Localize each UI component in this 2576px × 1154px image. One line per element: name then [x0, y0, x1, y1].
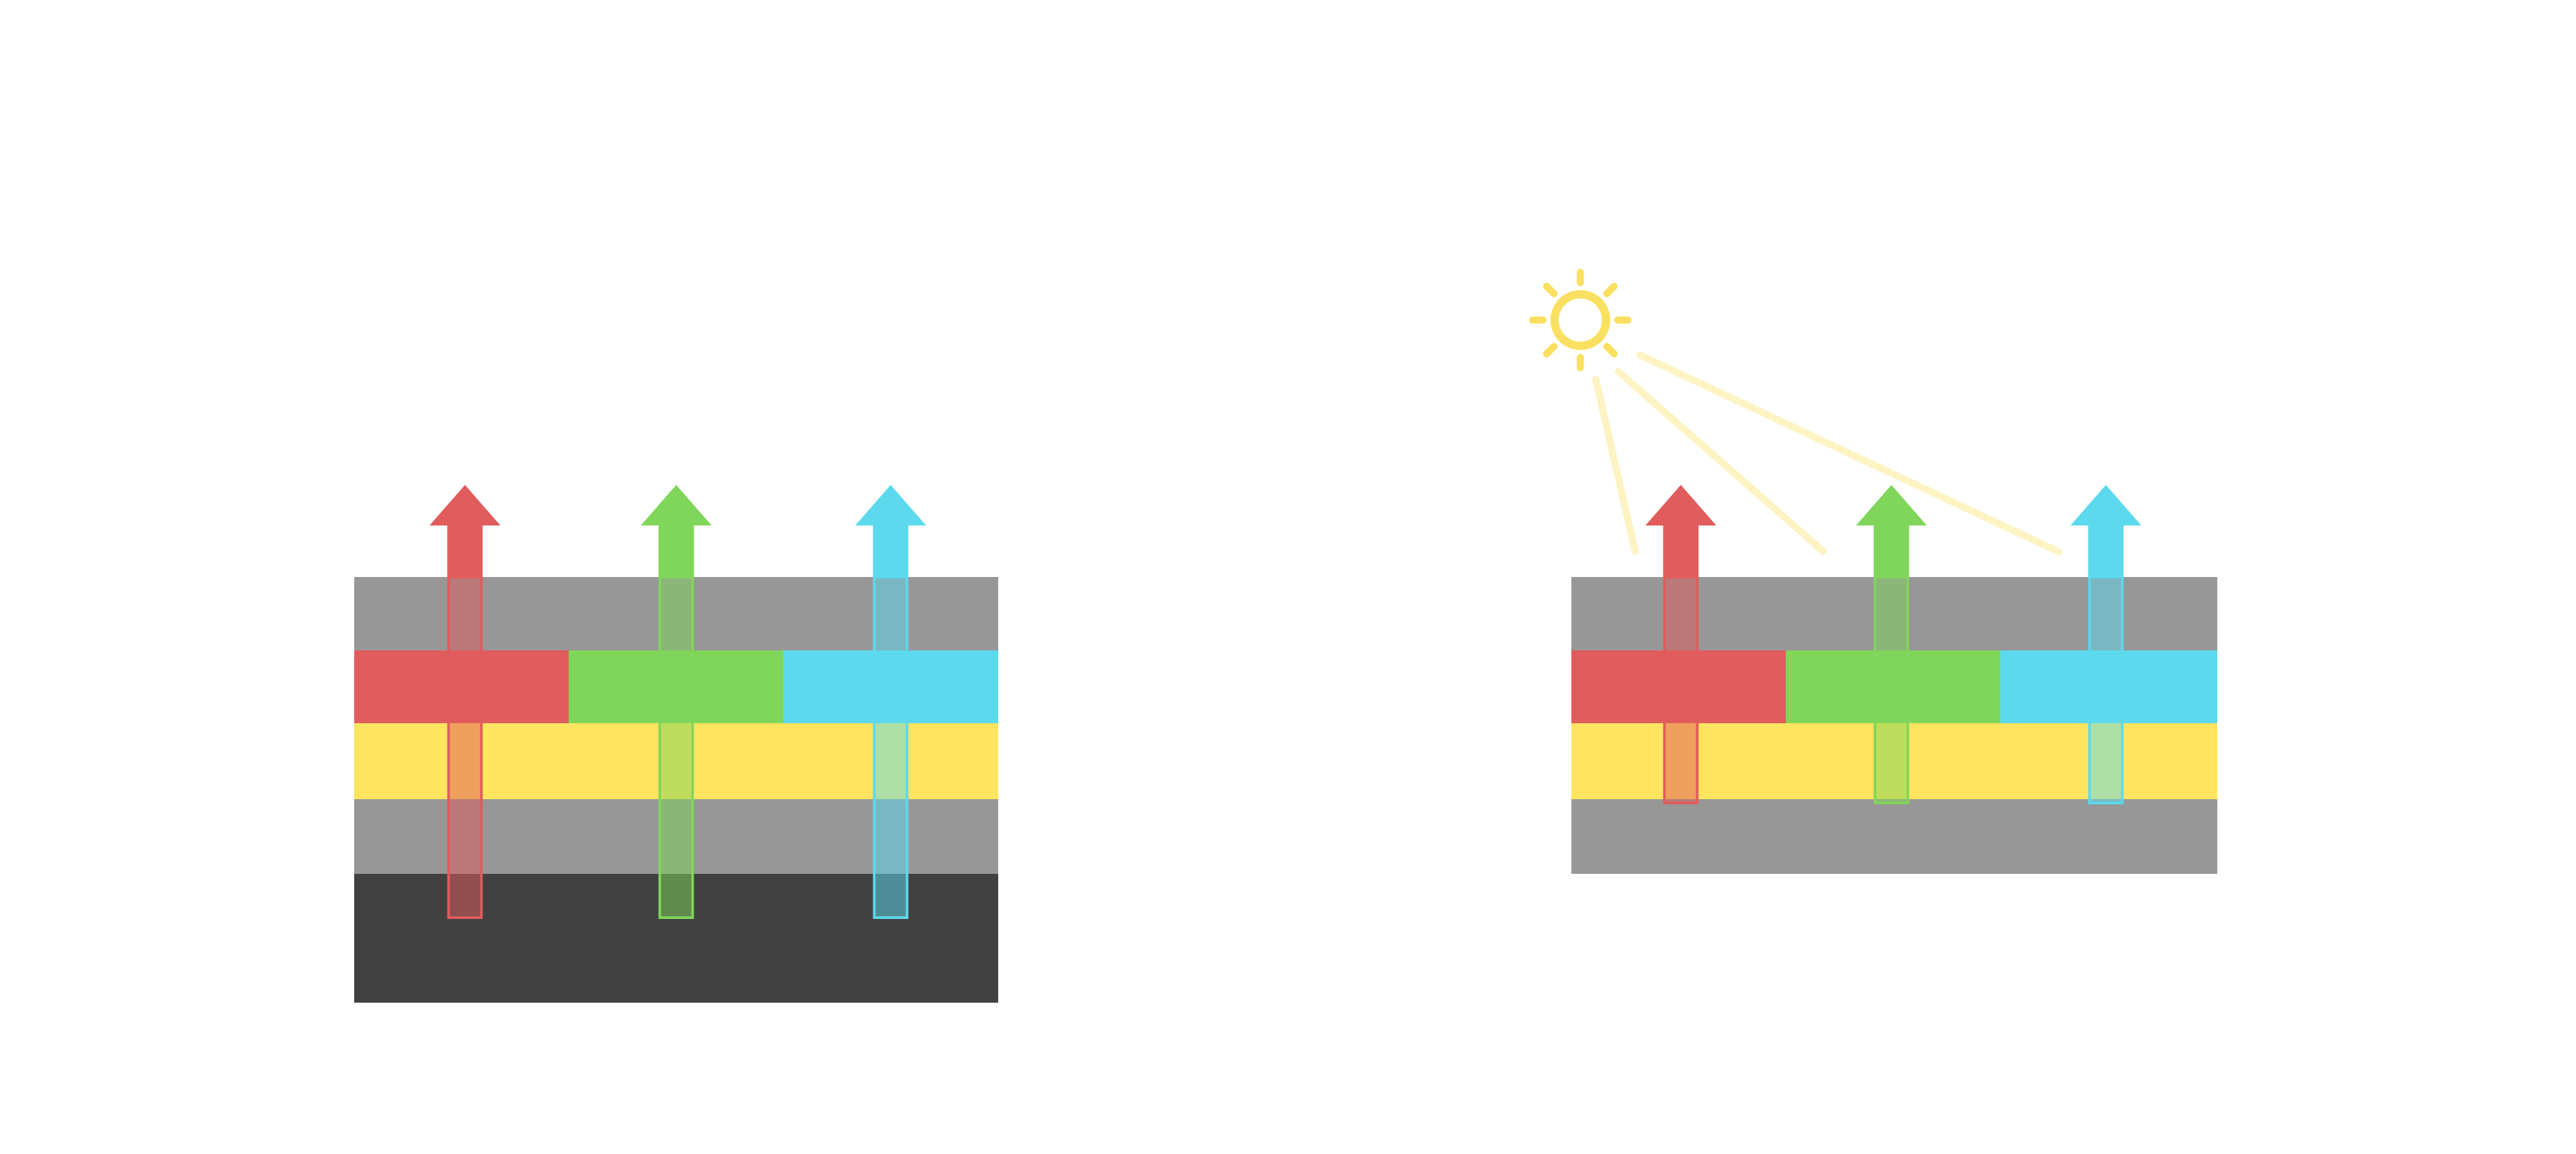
sun-beam-middle	[1615, 368, 1827, 555]
backlit-display-diagram	[354, 485, 998, 1003]
reflective-display-bottom-gray-layer	[1571, 799, 2217, 874]
reflective-display-red-light-arrow-tail	[1663, 578, 1699, 804]
reflective-display-diagram	[1529, 269, 2217, 874]
sun-beam-left	[1592, 375, 1639, 555]
backlit-display-blue-light-arrow-tail	[873, 578, 909, 919]
sun-ray	[1543, 283, 1558, 298]
reflective-display-blue-light-arrow-tail	[2088, 578, 2124, 804]
sun-icon	[1529, 269, 1632, 372]
reflective-display-red-light-arrow	[1645, 485, 1716, 578]
backlit-display-green-light-arrow	[641, 485, 712, 578]
reflective-display-green-light-arrow	[1856, 485, 1927, 578]
backlit-display-green-light-arrow-tail	[658, 578, 694, 919]
sun-ray	[1543, 343, 1558, 357]
reflective-display-green-light-arrow-tail	[1873, 578, 1909, 804]
reflective-display-blue-light-arrow	[2070, 485, 2141, 578]
sun-beam-right	[1636, 351, 2063, 556]
backlit-display-red-light-arrow	[430, 485, 500, 578]
sun-ring	[1550, 290, 1611, 350]
sun-ray	[1603, 343, 1618, 357]
backlit-display-red-light-arrow-tail	[447, 578, 483, 919]
backlit-display-blue-light-arrow	[855, 485, 926, 578]
sun-ray	[1603, 283, 1618, 298]
